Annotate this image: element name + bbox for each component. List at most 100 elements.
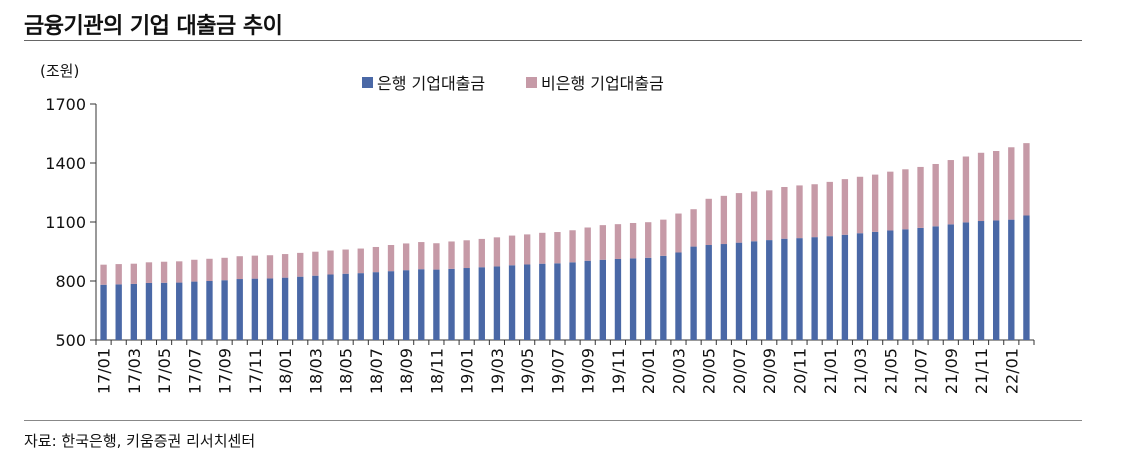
bar-bank xyxy=(947,224,954,340)
bar-bank xyxy=(887,230,894,340)
y-tick-label: 500 xyxy=(55,331,86,350)
bar-nonbank xyxy=(145,262,153,283)
bar-nonbank xyxy=(856,176,864,234)
bar-nonbank xyxy=(266,255,274,279)
x-tick-label: 21/03 xyxy=(851,348,870,394)
bar-bank xyxy=(1023,215,1030,340)
bar-bank xyxy=(902,229,909,340)
bar-bank xyxy=(584,260,591,340)
bar-nonbank xyxy=(720,195,728,245)
bar-nonbank xyxy=(993,151,1000,221)
bar-nonbank xyxy=(539,232,546,264)
bar-nonbank xyxy=(902,169,909,230)
legend-swatch-bank xyxy=(362,76,373,88)
x-tick-label: 18/07 xyxy=(367,348,386,394)
bar-bank xyxy=(796,238,803,340)
bar-bank xyxy=(448,268,455,340)
x-tick-label: 18/03 xyxy=(306,348,325,394)
bar-bank xyxy=(402,270,410,340)
source-note: 자료: 한국은행, 키움증권 리서치센터 xyxy=(24,432,256,450)
x-tick-label: 20/05 xyxy=(700,348,719,394)
y-axis-unit-label: (조원) xyxy=(40,62,80,80)
bar-nonbank xyxy=(418,242,425,270)
legend-label-bank: 은행 기업대출금 xyxy=(377,74,486,93)
bar-bank xyxy=(932,226,939,340)
x-tick-label: 19/09 xyxy=(579,348,598,394)
bar-nonbank xyxy=(176,261,183,283)
x-tick-label: 20/01 xyxy=(639,348,658,394)
bar-bank xyxy=(524,264,531,340)
bar-nonbank xyxy=(1023,143,1030,216)
x-tick-label: 19/01 xyxy=(458,348,477,394)
bar-nonbank xyxy=(1008,147,1015,220)
y-tick-label: 800 xyxy=(55,272,86,291)
bar-bank xyxy=(418,269,425,340)
legend-item-bank: 은행 기업대출금 xyxy=(362,70,485,94)
x-tick-label: 19/11 xyxy=(609,348,628,394)
bar-nonbank xyxy=(614,224,622,259)
bar-nonbank xyxy=(796,185,803,239)
bar-nonbank xyxy=(932,163,939,227)
bar-nonbank xyxy=(206,258,213,281)
bar-nonbank xyxy=(508,235,516,266)
bar-bank xyxy=(145,282,153,340)
x-tick-label: 19/05 xyxy=(518,348,537,394)
bar-nonbank xyxy=(826,181,833,237)
bar-bank xyxy=(599,259,606,340)
bar-bank xyxy=(841,234,849,340)
bar-bank xyxy=(856,233,864,340)
bar-nonbank xyxy=(781,186,788,239)
source-divider xyxy=(24,420,1082,421)
bar-nonbank xyxy=(115,264,122,285)
bar-bank xyxy=(327,274,334,340)
bar-nonbank xyxy=(629,222,637,259)
bar-nonbank xyxy=(887,171,894,231)
legend-label-nonbank: 비은행 기업대출금 xyxy=(541,74,664,93)
bar-nonbank xyxy=(766,190,773,241)
bar-bank xyxy=(160,282,168,340)
x-tick-label: 18/01 xyxy=(276,348,295,394)
bar-bank xyxy=(871,231,879,340)
bar-bank xyxy=(433,269,440,340)
bar-bank xyxy=(539,263,546,340)
bar-nonbank xyxy=(342,249,349,274)
bar-bank xyxy=(645,257,652,340)
bar-nonbank xyxy=(841,179,849,235)
bar-nonbank xyxy=(871,174,879,232)
x-tick-label: 17/03 xyxy=(125,348,144,394)
bar-nonbank xyxy=(372,246,380,273)
bar-nonbank xyxy=(387,245,395,272)
bar-bank xyxy=(387,271,395,340)
x-tick-label: 21/07 xyxy=(912,348,931,394)
bar-nonbank xyxy=(191,259,198,282)
x-tick-label: 18/05 xyxy=(337,348,356,394)
bar-nonbank xyxy=(645,222,652,258)
bar-bank xyxy=(115,284,122,340)
bar-bank xyxy=(191,281,198,340)
bar-bank xyxy=(735,242,743,340)
bar-nonbank xyxy=(977,152,985,222)
bar-nonbank xyxy=(493,237,501,267)
bar-nonbank xyxy=(811,184,818,238)
bar-bank xyxy=(297,276,304,340)
bar-bank xyxy=(463,268,470,340)
bar-bank xyxy=(357,273,364,340)
bar-bank xyxy=(130,283,137,340)
bar-nonbank xyxy=(705,198,712,246)
bar-nonbank xyxy=(750,191,758,242)
bar-nonbank xyxy=(675,213,682,253)
y-tick-label: 1700 xyxy=(45,95,86,114)
bar-nonbank xyxy=(312,251,319,276)
bar-bank xyxy=(690,246,697,340)
bar-nonbank xyxy=(221,257,228,281)
bar-nonbank xyxy=(357,248,364,274)
bar-bank xyxy=(993,220,1000,340)
bar-nonbank xyxy=(917,166,924,228)
bar-bank xyxy=(493,266,501,340)
x-tick-label: 17/09 xyxy=(216,348,235,394)
bar-bank xyxy=(100,284,107,340)
bar-bank xyxy=(811,237,818,340)
bar-nonbank xyxy=(690,209,697,247)
x-tick-label: 21/01 xyxy=(821,348,840,394)
bar-nonbank xyxy=(297,252,304,277)
